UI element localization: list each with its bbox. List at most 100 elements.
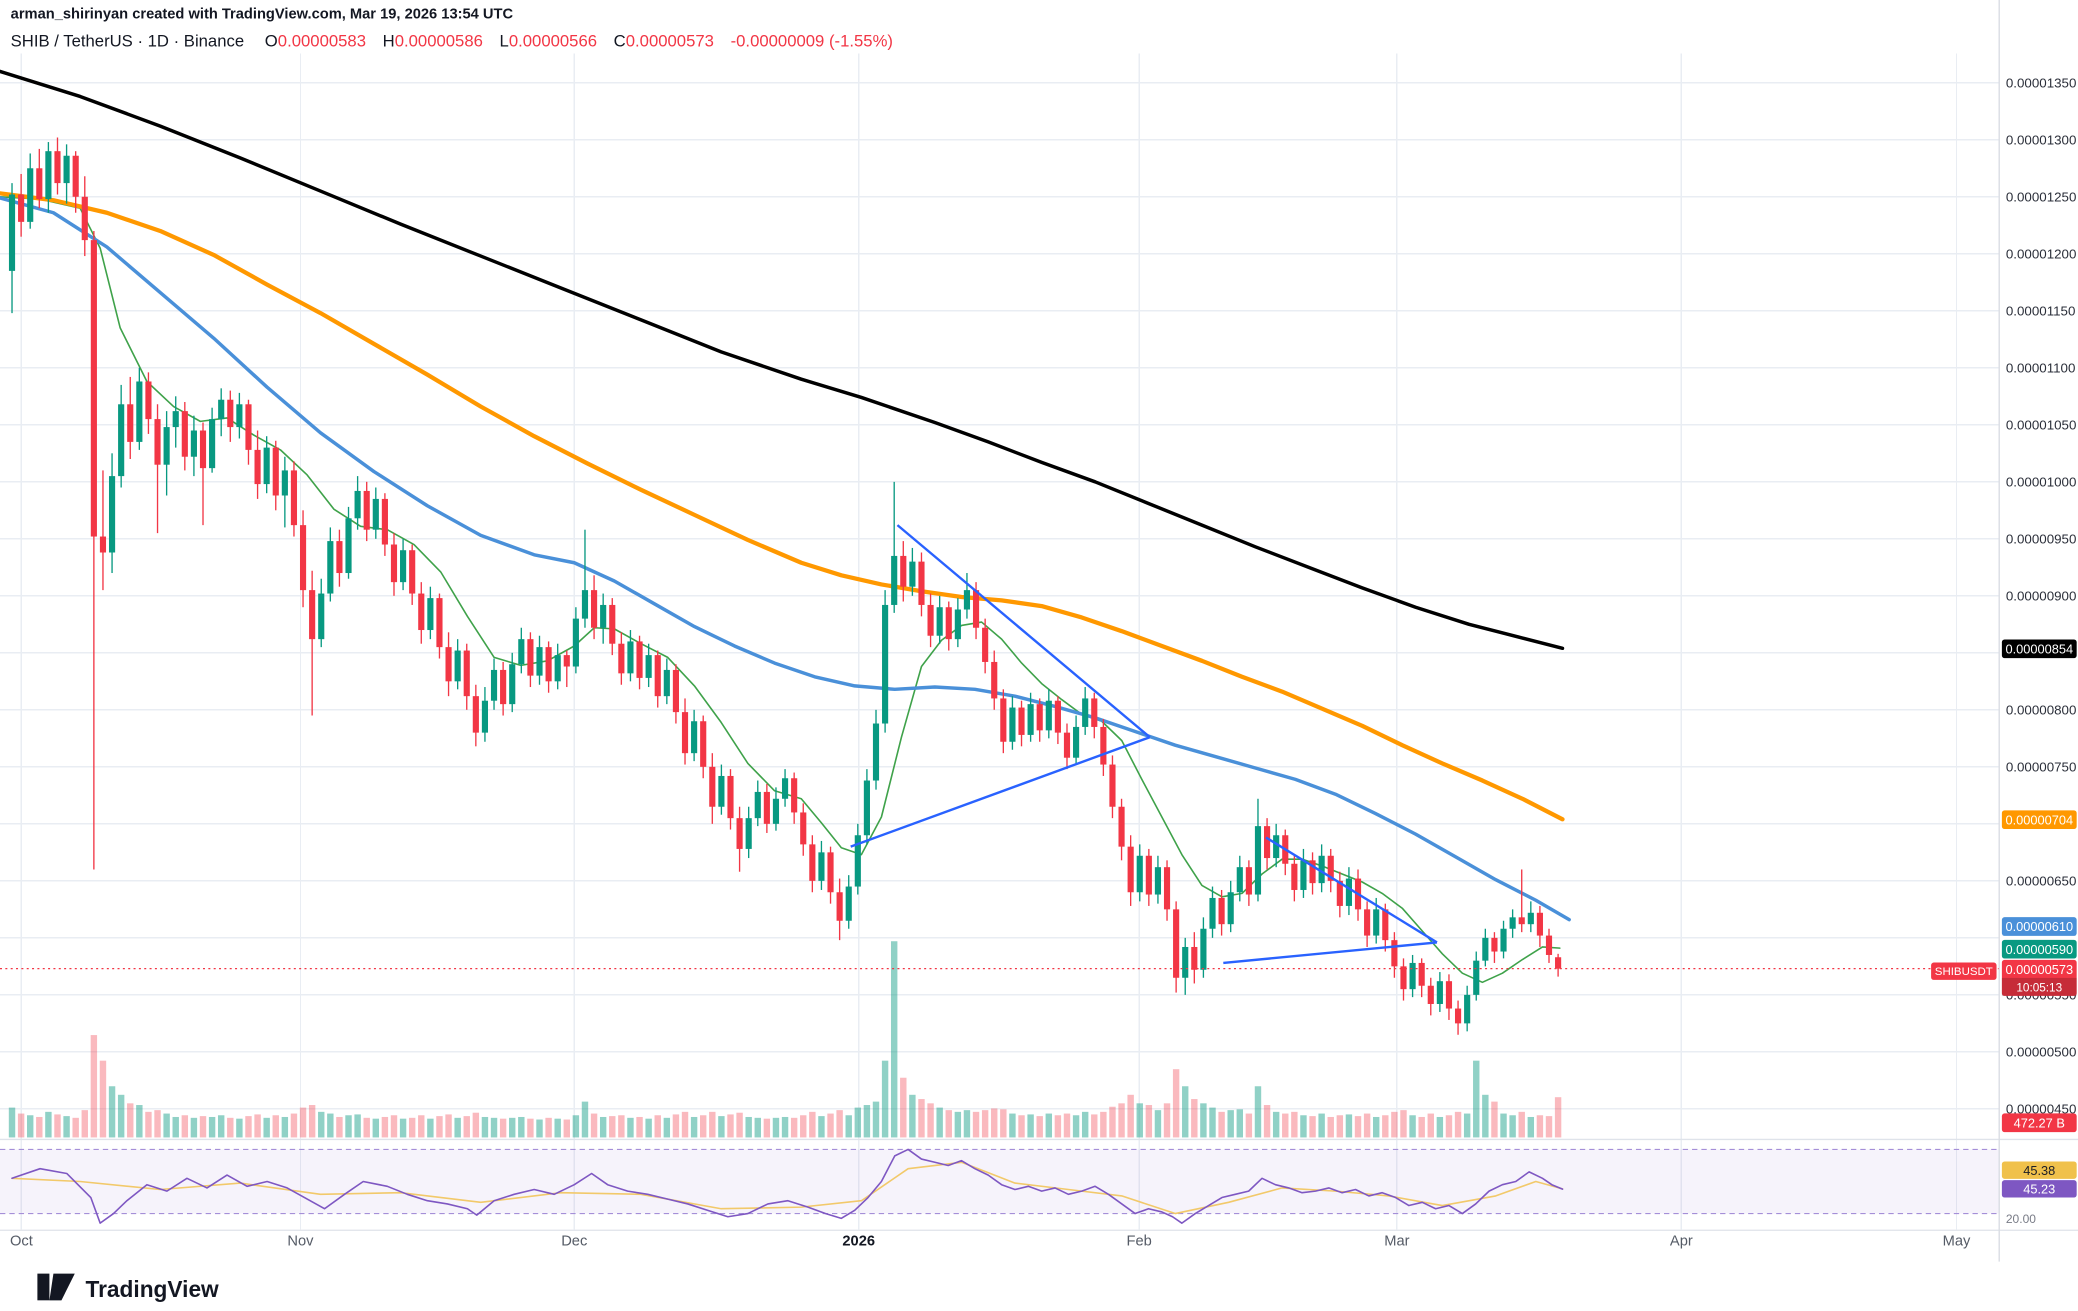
volume-bar xyxy=(654,1115,661,1138)
volume-bar xyxy=(554,1118,561,1138)
time-axis[interactable]: Oct Nov Dec 2026 Feb Mar Apr May xyxy=(10,1234,1971,1250)
volume-bar xyxy=(1072,1115,1080,1138)
volume-bar xyxy=(790,1117,798,1138)
candle-body xyxy=(263,447,270,485)
volume-bar xyxy=(154,1110,161,1138)
volume-bar xyxy=(590,1113,598,1138)
candle-body xyxy=(63,155,70,184)
trendline[interactable] xyxy=(1223,941,1438,965)
symbol-price-label: SHIBUSDT xyxy=(1931,962,1997,980)
candle-body xyxy=(1145,855,1152,895)
price-axis[interactable]: 0.00001350 0.00001300 0.00001250 0.00001200… xyxy=(1931,75,2077,1226)
volume-bar xyxy=(190,1117,198,1138)
trendline[interactable] xyxy=(1265,836,1438,944)
candle-body xyxy=(27,168,34,222)
volume-bar xyxy=(918,1099,925,1138)
volume-bar xyxy=(1018,1115,1025,1138)
price-tick-label: 0.00000950 xyxy=(2006,531,2077,546)
candle-body xyxy=(1454,1008,1462,1024)
candle-body xyxy=(145,381,152,420)
candle-body xyxy=(1527,912,1534,925)
candle-body xyxy=(1045,700,1052,731)
volume-bar xyxy=(745,1116,752,1138)
candle-body xyxy=(527,639,534,676)
candle-body xyxy=(772,798,780,824)
volume-bar xyxy=(981,1110,989,1138)
ma50-price-value: 0.00000610 xyxy=(2005,919,2073,934)
volume-bar xyxy=(1418,1116,1425,1138)
volume-bar xyxy=(763,1118,771,1138)
candle-body xyxy=(1500,928,1507,952)
volume-bar xyxy=(145,1111,152,1138)
volume-bar xyxy=(1363,1113,1371,1138)
rsi-ma-badge: 45.38 xyxy=(2001,1161,2077,1179)
candle-body xyxy=(1300,860,1307,890)
candle-body xyxy=(345,518,352,574)
volume-bar xyxy=(436,1116,443,1138)
volume-bar xyxy=(954,1111,962,1138)
candle-body xyxy=(872,723,880,781)
volume-bar xyxy=(872,1101,880,1138)
candle-body xyxy=(299,525,307,591)
candle-body xyxy=(1382,909,1389,941)
volume-bar xyxy=(499,1118,507,1138)
candle-body xyxy=(718,775,725,807)
volume-bar xyxy=(1254,1086,1262,1138)
volume-bar xyxy=(1172,1069,1180,1138)
symbol-legend[interactable]: SHIB / TetherUS · 1D · Binance O0.000005… xyxy=(11,32,893,51)
candle-body xyxy=(1364,909,1371,936)
candle-body xyxy=(1536,912,1543,936)
trendline-drawings[interactable] xyxy=(850,524,1438,965)
volume-bar xyxy=(336,1116,343,1138)
volume-bar xyxy=(1063,1113,1071,1138)
candle-body xyxy=(372,498,379,530)
volume-bar xyxy=(718,1116,725,1138)
candle-body xyxy=(882,604,889,724)
volume-bar xyxy=(99,1060,107,1138)
tradingview-logo[interactable]: TradingView xyxy=(37,1273,219,1302)
candle-body xyxy=(81,196,88,241)
volume-bar xyxy=(663,1117,671,1138)
volume-bar xyxy=(854,1107,862,1138)
candle-body xyxy=(509,664,516,705)
candle-body xyxy=(1482,937,1489,961)
candle-body xyxy=(909,561,916,587)
high-value: 0.00000586 xyxy=(395,32,483,51)
volume-bar xyxy=(900,1077,907,1138)
candle-body xyxy=(172,411,179,428)
volume-bar xyxy=(781,1116,789,1138)
volume-bar xyxy=(163,1113,170,1138)
candle-body xyxy=(154,419,161,465)
grid-lines xyxy=(0,53,2000,1230)
volume-bar xyxy=(727,1114,734,1138)
ema-line xyxy=(0,195,1561,984)
candle-body xyxy=(900,555,907,587)
candle-body xyxy=(1054,700,1061,733)
volume-bar xyxy=(445,1114,452,1138)
candle-body xyxy=(481,700,489,733)
price-tick-label: 0.00001000 xyxy=(2006,474,2077,489)
candle-body xyxy=(1373,909,1380,936)
ma100-price-badge: 0.00000704 xyxy=(2001,810,2077,830)
trendline[interactable] xyxy=(850,736,1151,848)
trendline[interactable] xyxy=(896,524,1151,739)
candle-body xyxy=(127,404,134,442)
volume-bar xyxy=(1527,1116,1535,1138)
rsi-ma-line xyxy=(11,1161,1564,1215)
volume-bar xyxy=(54,1114,61,1138)
candle-body xyxy=(863,780,870,836)
candle-body xyxy=(918,561,925,605)
volume-bar xyxy=(690,1116,698,1138)
candle-body xyxy=(490,669,498,701)
volume-bar xyxy=(263,1117,270,1138)
volume-bar xyxy=(772,1117,780,1138)
volume-bar xyxy=(1263,1105,1271,1138)
volume-bar xyxy=(1209,1107,1216,1138)
time-axis-label: Feb xyxy=(1127,1234,1152,1250)
symbol-title[interactable]: SHIB / TetherUS · 1D · Binance xyxy=(11,32,244,51)
volume-bar xyxy=(272,1115,279,1138)
volume-bar xyxy=(581,1101,589,1138)
volume-bar xyxy=(636,1116,643,1138)
volume-bar xyxy=(1154,1110,1162,1138)
